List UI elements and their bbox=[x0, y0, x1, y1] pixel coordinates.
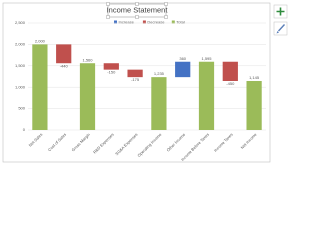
y-tick-label: 0 bbox=[23, 127, 26, 132]
value-label: -150 bbox=[107, 70, 116, 75]
chart-elements-button[interactable] bbox=[273, 4, 288, 19]
value-label: -175 bbox=[131, 77, 140, 82]
bar bbox=[127, 69, 143, 78]
selection-handles bbox=[106, 2, 168, 19]
value-label: -450 bbox=[226, 81, 235, 86]
bar bbox=[246, 80, 262, 130]
bar bbox=[151, 77, 167, 130]
bar bbox=[32, 44, 48, 130]
value-label: 1,595 bbox=[201, 56, 212, 61]
legend-swatch bbox=[142, 20, 146, 24]
legend-label: Increase bbox=[119, 19, 135, 24]
legend-swatch bbox=[114, 20, 117, 24]
bar bbox=[56, 44, 72, 64]
y-tick-label: 2,500 bbox=[15, 20, 26, 25]
value-label: 1,145 bbox=[249, 75, 260, 80]
bar bbox=[103, 63, 119, 70]
value-label: 1,560 bbox=[82, 57, 93, 62]
y-tick-label: 1,500 bbox=[15, 63, 26, 68]
bar bbox=[222, 61, 238, 81]
chart: Income Statement Increase Decrease Total 0 5… bbox=[2, 2, 288, 163]
chart-title: Income Statement bbox=[107, 5, 169, 14]
y-tick-label: 2,000 bbox=[15, 41, 26, 46]
bar bbox=[79, 63, 96, 131]
legend-label: Decrease bbox=[147, 19, 165, 24]
bar bbox=[175, 61, 191, 78]
value-label: -440 bbox=[60, 63, 69, 68]
value-label: 2,000 bbox=[35, 38, 46, 43]
value-label: 360 bbox=[179, 56, 186, 61]
page: {"chart_data": {"type": "waterfall", "ti… bbox=[2, 2, 288, 163]
legend-label: Total bbox=[176, 19, 185, 24]
bar bbox=[198, 61, 215, 130]
chart-styles-button[interactable] bbox=[273, 21, 288, 36]
legend-swatch bbox=[171, 20, 175, 24]
y-tick-label: 1,000 bbox=[15, 84, 26, 89]
y-tick-label: 500 bbox=[18, 106, 25, 111]
value-label: 1,235 bbox=[154, 71, 165, 76]
